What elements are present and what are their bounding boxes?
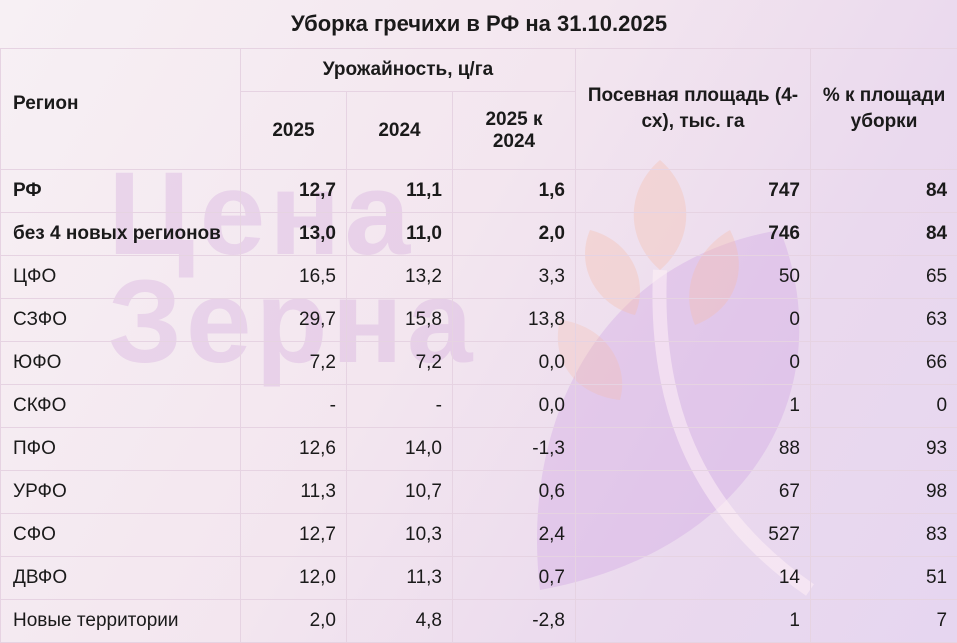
cell-pct: 98: [809, 470, 957, 514]
cell-y2025: 11,3: [240, 470, 347, 514]
cell-y2025: -: [240, 384, 347, 428]
cell-y2024: 15,8: [346, 298, 453, 342]
cell-region: ДВФО: [0, 556, 241, 600]
cell-diff: 3,3: [452, 255, 576, 299]
cell-pct: 65: [809, 255, 957, 299]
cell-region: РФ: [0, 169, 241, 213]
cell-region: СКФО: [0, 384, 241, 428]
header-2025: 2025: [240, 91, 347, 170]
cell-pct: 66: [809, 341, 957, 385]
cell-y2025: 7,2: [240, 341, 347, 385]
cell-area: 50: [575, 255, 811, 299]
header-region: Регион: [0, 48, 241, 170]
cell-y2025: 12,0: [240, 556, 347, 600]
header-yield-group: Урожайность, ц/га: [240, 48, 576, 92]
cell-y2025: 29,7: [240, 298, 347, 342]
header-2024: 2024: [346, 91, 453, 170]
table-row: СКФО - -0,0 1 0: [0, 384, 957, 428]
header-area: Посевная площадь (4-сх), тыс. га: [575, 48, 811, 170]
cell-y2025: 12,6: [240, 427, 347, 471]
table-row: ДВФО 12,0 11,3 0,7 14 51: [0, 556, 957, 600]
table-row: без 4 новых регионов 13,0 11,0 2,0 746 84: [0, 212, 957, 256]
cell-y2024: 11,1: [346, 169, 453, 213]
cell-area: 746: [575, 212, 811, 256]
cell-diff: -2,8: [452, 599, 576, 643]
cell-y2024: 11,0: [346, 212, 453, 256]
cell-pct: 7: [809, 599, 957, 643]
cell-region: ЦФО: [0, 255, 241, 299]
cell-pct: 93: [809, 427, 957, 471]
cell-y2024: 14,0: [346, 427, 453, 471]
header-diff: 2025 к 2024: [452, 91, 576, 170]
table-row: УРФО 11,3 10,7 0,6 67 98: [0, 470, 957, 514]
cell-diff: 13,8: [452, 298, 576, 342]
table-row: СФО 12,7 10,3 2,4 527 83: [0, 513, 957, 557]
table-row: ПФО 12,6 14,0 -1,3 88 93: [0, 427, 957, 471]
table-row: ЮФО 7,2 7,2 0,0 0 66: [0, 341, 957, 385]
cell-pct: 51: [809, 556, 957, 600]
cell-region: ЮФО: [0, 341, 241, 385]
cell-y2024: 7,2: [346, 341, 453, 385]
cell-diff: 0,7: [452, 556, 576, 600]
table-row: Новые территории 2,0 4,8 -2,8 1 7: [0, 599, 957, 643]
cell-pct: 83: [809, 513, 957, 557]
cell-y2024: 11,3: [346, 556, 453, 600]
cell-y2024: 13,2: [346, 255, 453, 299]
cell-y2024: 10,7: [346, 470, 453, 514]
cell-area: 14: [575, 556, 811, 600]
cell-region: без 4 новых регионов: [0, 212, 241, 256]
cell-region: Новые территории: [0, 599, 241, 643]
cell-y2025: 16,5: [240, 255, 347, 299]
cell-diff: 2,4: [452, 513, 576, 557]
cell-area: 88: [575, 427, 811, 471]
cell-y2025: 2,0: [240, 599, 347, 643]
header-pct: % к площади уборки: [809, 48, 957, 170]
cell-area: 0: [575, 298, 811, 342]
cell-region: ПФО: [0, 427, 241, 471]
cell-pct: 84: [809, 212, 957, 256]
cell-area: 1: [575, 599, 811, 643]
cell-y2025: 12,7: [240, 513, 347, 557]
cell-y2025: 13,0: [240, 212, 347, 256]
cell-y2024: 10,3: [346, 513, 453, 557]
cell-region: СФО: [0, 513, 241, 557]
table-body: РФ 12,7 11,1 1,6 747 84 без 4 новых регионов 13…: [0, 169, 957, 643]
page-title: Уборка гречихи в РФ на 31.10.2025: [0, 0, 957, 49]
cell-y2024: 4,8: [346, 599, 453, 643]
cell-diff: 2,0: [452, 212, 576, 256]
cell-diff: 0,0: [452, 384, 576, 428]
cell-region: УРФО: [0, 470, 241, 514]
table-row: СЗФО 29,7 15,8 13,8 0 63: [0, 298, 957, 342]
cell-diff: -1,3: [452, 427, 576, 471]
cell-area: 747: [575, 169, 811, 213]
cell-diff: 0,0: [452, 341, 576, 385]
cell-pct: 0: [809, 384, 957, 428]
cell-y2024: -: [346, 384, 453, 428]
table-row: ЦФО 16,5 13,2 3,3 50 65: [0, 255, 957, 299]
cell-diff: 0,6: [452, 470, 576, 514]
cell-y2025: 12,7: [240, 169, 347, 213]
cell-area: 527: [575, 513, 811, 557]
cell-region: СЗФО: [0, 298, 241, 342]
cell-area: 67: [575, 470, 811, 514]
table-row: РФ 12,7 11,1 1,6 747 84: [0, 169, 957, 213]
cell-area: 1: [575, 384, 811, 428]
cell-diff: 1,6: [452, 169, 576, 213]
cell-pct: 84: [809, 169, 957, 213]
cell-area: 0: [575, 341, 811, 385]
cell-pct: 63: [809, 298, 957, 342]
